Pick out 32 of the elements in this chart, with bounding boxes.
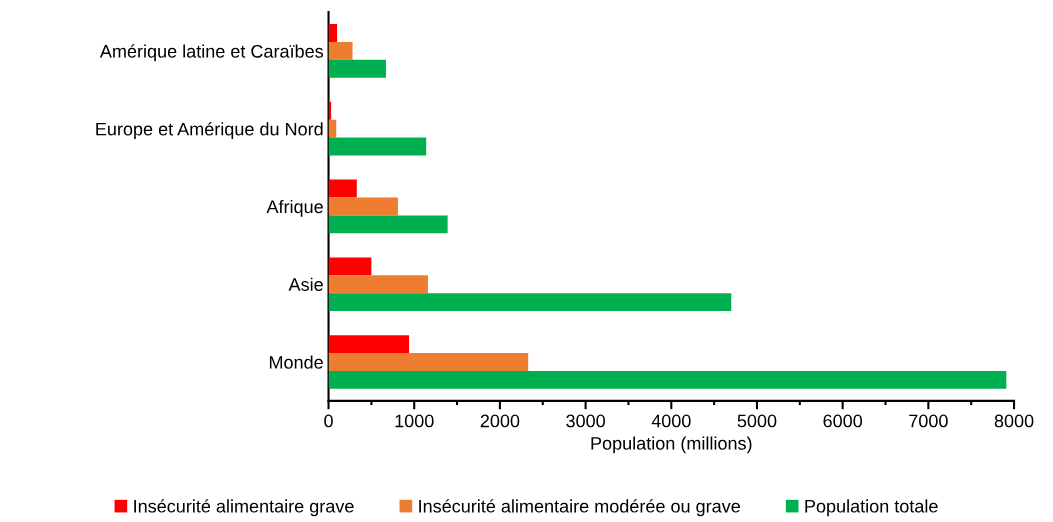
x-tick-label: 1000 — [395, 414, 434, 428]
bar — [328, 197, 398, 216]
legend-label: Population totale — [805, 499, 938, 517]
y-tick-label: Amérique latine et Caraïbes — [99, 44, 324, 62]
x-tick-label: 0 — [324, 414, 333, 428]
y-tick-label: Monde — [269, 355, 323, 369]
bar — [328, 257, 372, 276]
bar — [328, 137, 427, 156]
bar — [328, 293, 732, 312]
bar — [328, 59, 386, 78]
bar — [328, 335, 410, 354]
x-tick-label: 2000 — [480, 414, 520, 428]
x-tick-label: 6000 — [823, 414, 863, 428]
x-tick-label: 5000 — [737, 414, 777, 428]
x-tick-label: 4000 — [651, 414, 691, 428]
bar — [328, 41, 353, 60]
x-tick-label: 3000 — [566, 414, 605, 428]
bar — [328, 353, 529, 371]
bar — [328, 370, 1007, 389]
legend-label: Insécurité alimentaire grave — [134, 499, 354, 517]
bar — [328, 179, 357, 198]
bar — [328, 275, 428, 294]
x-tick-label: 7000 — [909, 414, 948, 428]
y-tick-label: Afrique — [266, 199, 323, 217]
bar — [328, 119, 337, 138]
x-tick-label: 8000 — [994, 414, 1034, 428]
y-tick-label: Asie — [288, 277, 323, 291]
legend-label: Insécurité alimentaire modérée ou grave — [419, 499, 740, 517]
x-axis-title: Population (millions) — [591, 436, 752, 454]
bar — [328, 24, 338, 42]
y-tick-label: Europe et Amérique du Nord — [96, 122, 323, 140]
bar — [328, 215, 448, 234]
